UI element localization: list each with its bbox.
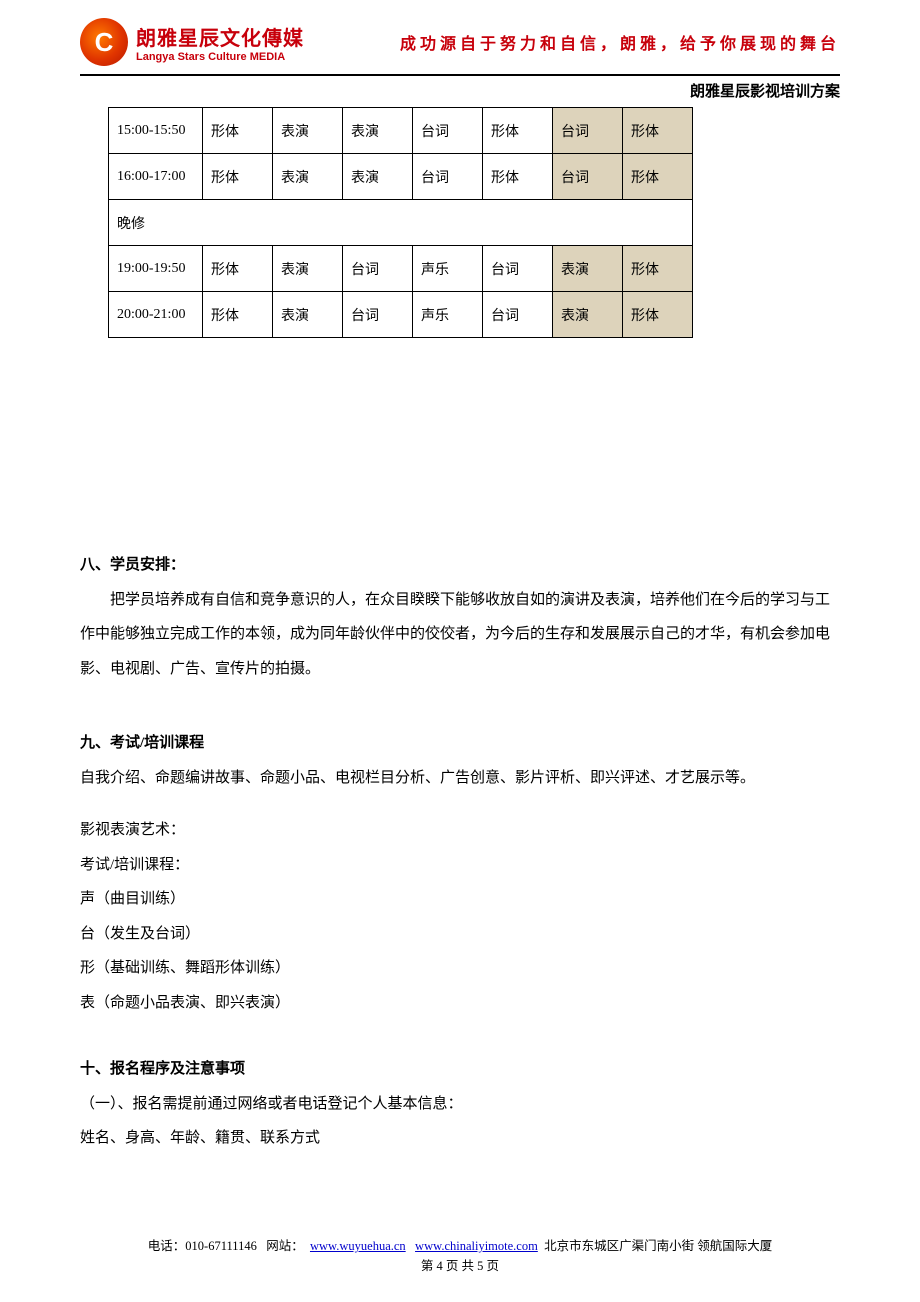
logo: 朗雅星辰文化傳媒 Langya Stars Culture MEDIA: [80, 18, 304, 66]
schedule-cell: 形体: [623, 292, 693, 338]
schedule-cell: 形体: [623, 108, 693, 154]
section9-item: 声（曲目训练）: [80, 882, 840, 917]
schedule-cell: 台词: [553, 154, 623, 200]
schedule-cell: 表演: [343, 108, 413, 154]
schedule-cell: 形体: [203, 292, 273, 338]
schedule-cell: 台词: [343, 246, 413, 292]
schedule-cell: 表演: [553, 246, 623, 292]
section9-item: 台（发生及台词）: [80, 917, 840, 952]
section9-item: 表（命题小品表演、即兴表演）: [80, 986, 840, 1021]
section10-heading: 十、报名程序及注意事项: [80, 1052, 840, 1087]
schedule-cell: 形体: [203, 246, 273, 292]
schedule-cell: 声乐: [413, 246, 483, 292]
table-row: 19:00-19:50形体表演台词声乐台词表演形体: [109, 246, 693, 292]
schedule-cell: 声乐: [413, 292, 483, 338]
schedule-cell: 台词: [553, 108, 623, 154]
schedule-cell: 台词: [343, 292, 413, 338]
section9-item: 形（基础训练、舞蹈形体训练）: [80, 951, 840, 986]
schedule-time-cell: 19:00-19:50: [109, 246, 203, 292]
body-content: 八、学员安排： 把学员培养成有自信和竞争意识的人，在众目睽睽下能够收放自如的演讲…: [80, 548, 840, 1156]
footer-tel: 010-67111146: [185, 1239, 257, 1253]
section8-heading: 八、学员安排：: [80, 548, 840, 583]
schedule-time-cell: 20:00-21:00: [109, 292, 203, 338]
schedule-span-cell: 晚修: [109, 200, 693, 246]
slogan: 成功源自于努力和自信，朗雅，给予你展现的舞台: [324, 30, 840, 54]
schedule-cell: 台词: [413, 154, 483, 200]
footer-tel-label: 电话：: [148, 1239, 186, 1253]
section9-sublabel: 考试/培训课程：: [80, 848, 840, 883]
schedule-time-cell: 15:00-15:50: [109, 108, 203, 154]
page-footer: 电话：010-67111146 网站： www.wuyuehua.cn www.…: [0, 1236, 920, 1276]
schedule-table: 15:00-15:50形体表演表演台词形体台词形体16:00-17:00形体表演…: [108, 107, 693, 338]
section10-line2: 姓名、身高、年龄、籍贯、联系方式: [80, 1121, 840, 1156]
schedule-cell: 形体: [483, 108, 553, 154]
schedule-cell: 表演: [553, 292, 623, 338]
footer-site-label: 网站：: [266, 1239, 304, 1253]
logo-icon: [80, 18, 128, 66]
footer-pager: 第 4 页 共 5 页: [0, 1256, 920, 1276]
section9-heading: 九、考试/培训课程: [80, 726, 840, 761]
table-row: 16:00-17:00形体表演表演台词形体台词形体: [109, 154, 693, 200]
logo-text-cn: 朗雅星辰文化傳媒: [136, 22, 304, 51]
schedule-cell: 表演: [343, 154, 413, 200]
footer-url2[interactable]: www.chinaliyimote.com: [415, 1239, 538, 1253]
section9-subheading: 影视表演艺术：: [80, 813, 840, 848]
schedule-cell: 表演: [273, 246, 343, 292]
doc-title: 朗雅星辰影视培训方案: [80, 74, 840, 101]
schedule-cell: 台词: [483, 292, 553, 338]
schedule-cell: 台词: [483, 246, 553, 292]
table-row: 15:00-15:50形体表演表演台词形体台词形体: [109, 108, 693, 154]
schedule-cell: 形体: [203, 108, 273, 154]
logo-text-en: Langya Stars Culture MEDIA: [136, 51, 304, 63]
section8-body: 把学员培养成有自信和竞争意识的人，在众目睽睽下能够收放自如的演讲及表演，培养他们…: [80, 583, 840, 687]
table-row: 20:00-21:00形体表演台词声乐台词表演形体: [109, 292, 693, 338]
schedule-cell: 形体: [623, 246, 693, 292]
schedule-cell: 表演: [273, 108, 343, 154]
section9-items: 声（曲目训练）台（发生及台词）形（基础训练、舞蹈形体训练）表（命题小品表演、即兴…: [80, 882, 840, 1020]
schedule-cell: 表演: [273, 154, 343, 200]
section10-line1: （一）、报名需提前通过网络或者电话登记个人基本信息：: [80, 1087, 840, 1122]
schedule-cell: 形体: [623, 154, 693, 200]
table-row: 晚修: [109, 200, 693, 246]
schedule-cell: 形体: [203, 154, 273, 200]
schedule-cell: 台词: [413, 108, 483, 154]
footer-addr: 北京市东城区广渠门南小街 领航国际大厦: [544, 1239, 772, 1253]
schedule-time-cell: 16:00-17:00: [109, 154, 203, 200]
schedule-cell: 形体: [483, 154, 553, 200]
schedule-cell: 表演: [273, 292, 343, 338]
page-header: 朗雅星辰文化傳媒 Langya Stars Culture MEDIA 成功源自…: [80, 0, 840, 74]
footer-url1[interactable]: www.wuyuehua.cn: [310, 1239, 406, 1253]
section9-line1: 自我介绍、命题编讲故事、命题小品、电视栏目分析、广告创意、影片评析、即兴评述、才…: [80, 761, 840, 796]
